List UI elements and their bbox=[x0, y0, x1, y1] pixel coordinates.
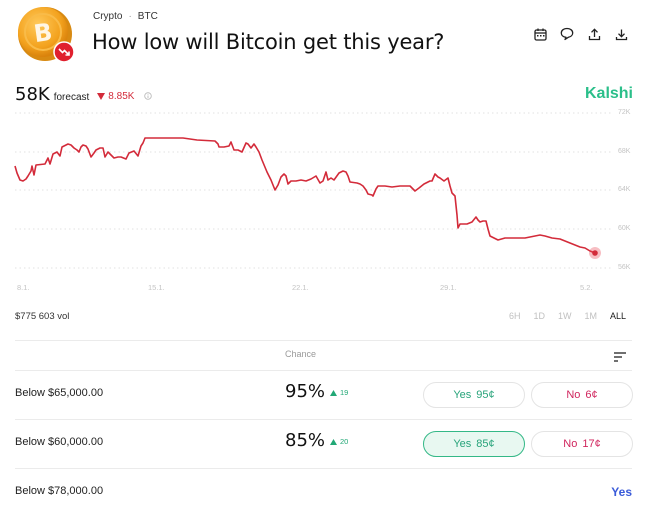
yes-label: Yes bbox=[453, 389, 472, 401]
market-row[interactable]: Below $60,000.00 85% 20 Yes 85¢ No 17¢ bbox=[15, 420, 633, 468]
buy-no-button[interactable]: No 17¢ bbox=[531, 431, 633, 457]
download-icon[interactable] bbox=[613, 26, 629, 42]
market-label: Below $60,000.00 bbox=[15, 436, 104, 448]
buy-yes-button[interactable]: Yes 85¢ bbox=[423, 431, 525, 457]
forecast-line bbox=[14, 137, 596, 254]
yes-price: 85¢ bbox=[476, 438, 495, 450]
x-axis-label: 22.1. bbox=[292, 283, 309, 292]
market-row[interactable]: Below $65,000.00 95% 19 Yes 95¢ No 6¢ bbox=[15, 371, 633, 419]
chance-change-value: 19 bbox=[340, 388, 349, 397]
divider bbox=[15, 419, 632, 420]
y-axis-label: 56K bbox=[618, 264, 631, 271]
chance-change: 20 bbox=[330, 437, 348, 446]
result-yes-link[interactable]: Yes bbox=[611, 485, 632, 499]
brand-logo: Kalshi bbox=[584, 85, 633, 102]
market-header: B Crypto · BTC How low will Bitcoin get … bbox=[0, 0, 662, 70]
breadcrumb: Crypto · BTC bbox=[93, 11, 158, 22]
x-axis-label: 15.1. bbox=[148, 283, 165, 292]
comment-icon[interactable] bbox=[559, 26, 575, 42]
price-chart[interactable] bbox=[0, 0, 662, 300]
svg-text:B: B bbox=[32, 18, 54, 48]
breadcrumb-category[interactable]: Crypto bbox=[93, 11, 123, 22]
triangle-down-icon bbox=[97, 93, 106, 100]
breadcrumb-series[interactable]: BTC bbox=[137, 11, 158, 22]
time-range-selector: 6H 1D 1W 1M ALL bbox=[509, 311, 626, 321]
y-axis-label: 72K bbox=[618, 109, 631, 116]
chance-column-header: Chance bbox=[285, 349, 317, 359]
bitcoin-coin-icon: B bbox=[16, 5, 74, 63]
y-axis-label: 60K bbox=[618, 225, 631, 232]
range-6h[interactable]: 6H bbox=[509, 311, 521, 321]
forecast-summary: 58K forecast 8.85K bbox=[15, 84, 153, 105]
calendar-icon[interactable] bbox=[532, 26, 548, 42]
no-label: No bbox=[566, 389, 581, 401]
info-icon[interactable] bbox=[144, 92, 153, 102]
divider bbox=[15, 468, 632, 469]
header-actions bbox=[532, 26, 629, 42]
x-axis-label: 8.1. bbox=[17, 283, 30, 292]
range-1w[interactable]: 1W bbox=[558, 311, 572, 321]
chart-gridlines bbox=[15, 112, 612, 269]
chance-change-value: 20 bbox=[340, 437, 349, 446]
x-axis-label: 29.1. bbox=[440, 283, 457, 292]
range-all[interactable]: ALL bbox=[610, 311, 627, 321]
volume-label: $775 603 vol bbox=[15, 311, 70, 322]
range-1m[interactable]: 1M bbox=[584, 311, 598, 321]
yes-price: 95¢ bbox=[476, 389, 495, 401]
trend-down-icon bbox=[53, 41, 75, 63]
chance-value: 85% bbox=[285, 430, 326, 451]
divider bbox=[15, 340, 632, 341]
page-title: How low will Bitcoin get this year? bbox=[92, 30, 445, 54]
current-value-dot bbox=[592, 250, 598, 256]
x-axis-label: 5.2. bbox=[580, 283, 593, 292]
buy-no-button[interactable]: No 6¢ bbox=[531, 382, 633, 408]
market-label: Below $78,000.00 bbox=[15, 485, 104, 497]
chance-change: 19 bbox=[330, 388, 348, 397]
no-price: 17¢ bbox=[582, 438, 601, 450]
range-1d[interactable]: 1D bbox=[533, 311, 546, 321]
breadcrumb-separator: · bbox=[128, 11, 132, 22]
forecast-delta-value: 8.85K bbox=[108, 91, 135, 102]
triangle-up-icon bbox=[330, 389, 337, 396]
forecast-label: forecast bbox=[53, 92, 90, 103]
forecast-value: 58K bbox=[15, 84, 50, 105]
no-price: 6¢ bbox=[585, 389, 598, 401]
triangle-up-icon bbox=[330, 438, 337, 445]
divider bbox=[15, 370, 632, 371]
chance-value: 95% bbox=[285, 381, 326, 402]
no-label: No bbox=[563, 438, 578, 450]
market-label: Below $65,000.00 bbox=[15, 387, 104, 399]
y-axis-label: 64K bbox=[618, 186, 631, 193]
y-axis-label: 68K bbox=[618, 148, 631, 155]
share-icon[interactable] bbox=[586, 26, 602, 42]
buy-yes-button[interactable]: Yes 95¢ bbox=[423, 382, 525, 408]
market-row[interactable]: Below $78,000.00 Yes bbox=[15, 469, 632, 515]
sort-icon[interactable] bbox=[614, 349, 626, 367]
yes-label: Yes bbox=[453, 438, 472, 450]
forecast-delta: 8.85K bbox=[97, 91, 134, 102]
